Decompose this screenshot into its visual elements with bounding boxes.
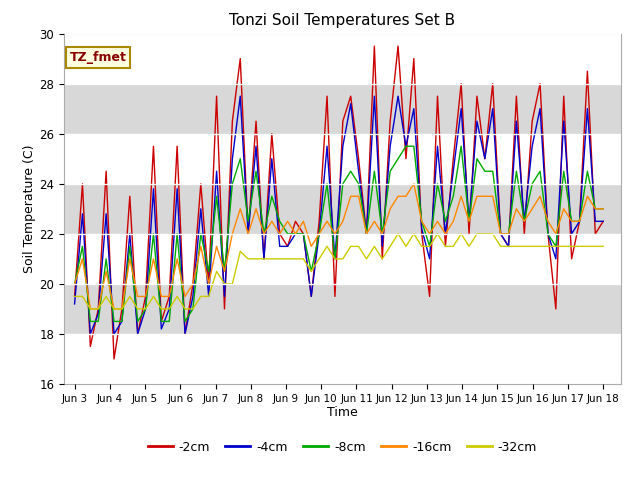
-8cm	[86, 319, 94, 324]
-16cm	[410, 181, 418, 187]
-32cm	[599, 243, 607, 249]
-2cm	[371, 43, 378, 49]
-32cm	[560, 243, 568, 249]
Bar	[64, 184, 621, 234]
-4cm	[465, 218, 473, 224]
Bar	[64, 84, 621, 134]
-8cm	[568, 218, 575, 224]
Line: -4cm: -4cm	[75, 96, 603, 334]
-16cm	[86, 306, 94, 312]
-32cm	[465, 243, 473, 249]
-4cm	[86, 331, 94, 337]
-16cm	[465, 218, 473, 224]
-2cm	[560, 93, 568, 99]
-32cm	[394, 231, 402, 237]
-2cm	[110, 356, 118, 362]
-4cm	[560, 119, 568, 124]
-16cm	[505, 231, 513, 237]
Bar	[64, 134, 621, 184]
Y-axis label: Soil Temperature (C): Soil Temperature (C)	[24, 144, 36, 273]
-2cm	[465, 231, 473, 237]
-32cm	[568, 243, 575, 249]
Bar	[64, 234, 621, 284]
-4cm	[568, 231, 575, 237]
-2cm	[505, 243, 513, 249]
-8cm	[442, 218, 449, 224]
-8cm	[71, 281, 79, 287]
Bar	[64, 284, 621, 334]
-32cm	[505, 243, 513, 249]
-4cm	[599, 218, 607, 224]
Text: TZ_fmet: TZ_fmet	[70, 51, 127, 64]
Line: -32cm: -32cm	[75, 234, 603, 309]
-8cm	[402, 144, 410, 149]
Line: -8cm: -8cm	[75, 146, 603, 322]
-2cm	[599, 218, 607, 224]
-8cm	[505, 231, 513, 237]
-16cm	[552, 231, 560, 237]
-32cm	[71, 294, 79, 300]
-32cm	[442, 243, 449, 249]
-4cm	[71, 301, 79, 307]
-16cm	[599, 206, 607, 212]
Bar	[64, 334, 621, 384]
X-axis label: Time: Time	[327, 407, 358, 420]
-2cm	[552, 306, 560, 312]
-4cm	[442, 231, 449, 237]
-4cm	[552, 256, 560, 262]
-16cm	[560, 206, 568, 212]
-2cm	[71, 294, 79, 300]
-8cm	[465, 218, 473, 224]
-2cm	[442, 243, 449, 249]
-8cm	[560, 168, 568, 174]
Legend: -2cm, -4cm, -8cm, -16cm, -32cm: -2cm, -4cm, -8cm, -16cm, -32cm	[143, 436, 542, 459]
-32cm	[86, 306, 94, 312]
-16cm	[71, 281, 79, 287]
Bar	[64, 34, 621, 84]
-4cm	[236, 93, 244, 99]
Title: Tonzi Soil Temperatures Set B: Tonzi Soil Temperatures Set B	[229, 13, 456, 28]
-16cm	[568, 218, 575, 224]
-2cm	[568, 256, 575, 262]
Line: -16cm: -16cm	[75, 184, 603, 309]
-8cm	[552, 243, 560, 249]
-8cm	[599, 206, 607, 212]
-16cm	[442, 231, 449, 237]
-4cm	[505, 243, 513, 249]
-32cm	[552, 243, 560, 249]
Line: -2cm: -2cm	[75, 46, 603, 359]
